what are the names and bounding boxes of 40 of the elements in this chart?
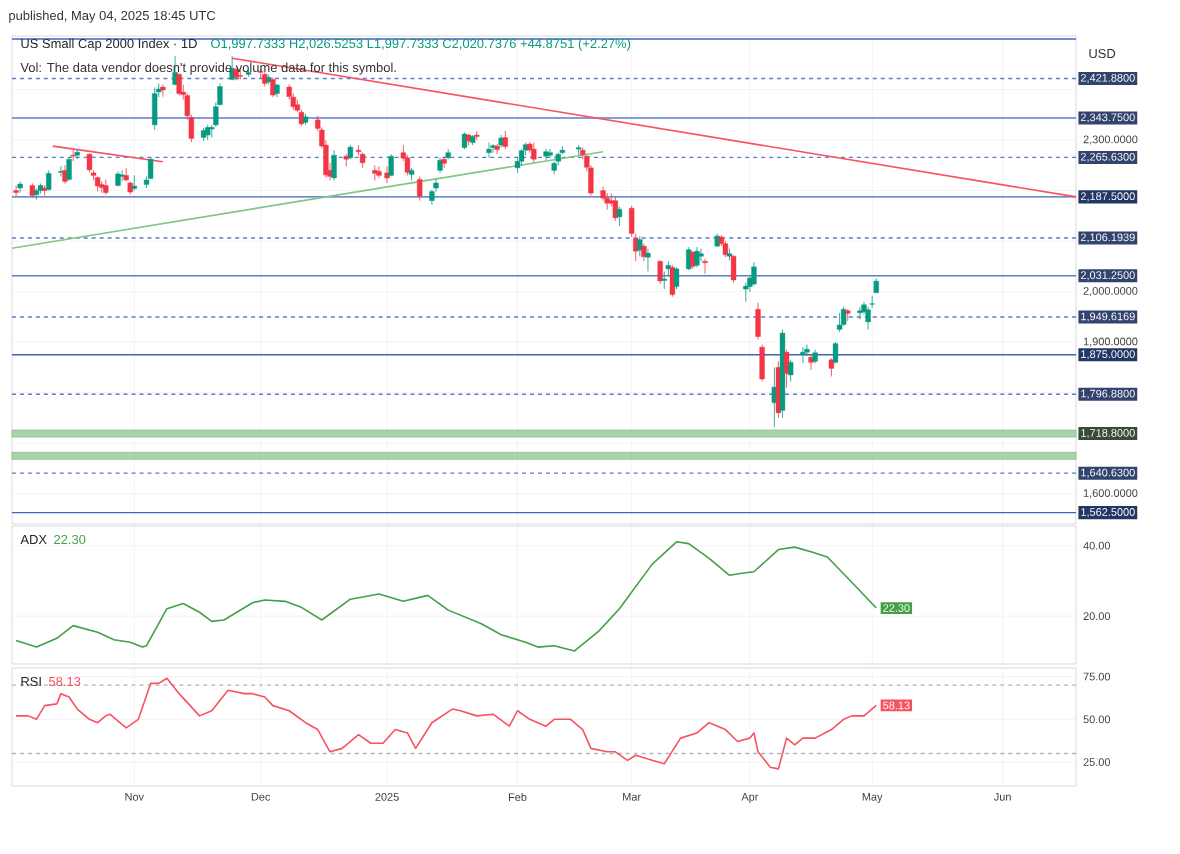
candlestick (152, 87, 158, 131)
candlestick (857, 306, 863, 320)
candlestick (119, 169, 125, 182)
candlestick (13, 185, 19, 198)
candlestick (176, 72, 182, 96)
candlestick (372, 164, 378, 181)
candlestick (800, 346, 806, 364)
candlestick (331, 149, 337, 181)
candlestick (645, 248, 651, 272)
candlestick (743, 282, 749, 303)
candlestick (494, 143, 500, 155)
candlestick (698, 248, 704, 262)
candlestick (417, 176, 423, 202)
candlestick (828, 357, 835, 377)
candlestick (616, 206, 623, 227)
candlestick (804, 344, 810, 357)
candlestick (808, 354, 814, 371)
candlestick (755, 302, 761, 340)
candlestick (486, 142, 492, 159)
candlestick (490, 143, 496, 154)
candlestick (669, 264, 676, 298)
candlestick (751, 261, 757, 286)
candlestick (836, 312, 843, 333)
candlestick (702, 258, 708, 275)
candlestick (376, 165, 382, 179)
candlestick (58, 165, 64, 177)
candlestick (131, 175, 137, 191)
candlestick (730, 254, 737, 283)
candlestick (384, 165, 390, 184)
candlestick (86, 152, 93, 173)
candlestick (612, 196, 618, 222)
candlestick (657, 259, 663, 285)
candlestick (600, 186, 606, 202)
line-series (15, 677, 878, 770)
candlestick (637, 235, 643, 257)
candlestick (441, 156, 447, 169)
line-series (15, 541, 878, 652)
candlestick (543, 148, 549, 161)
candlestick (673, 266, 680, 290)
candlestick (759, 344, 765, 382)
